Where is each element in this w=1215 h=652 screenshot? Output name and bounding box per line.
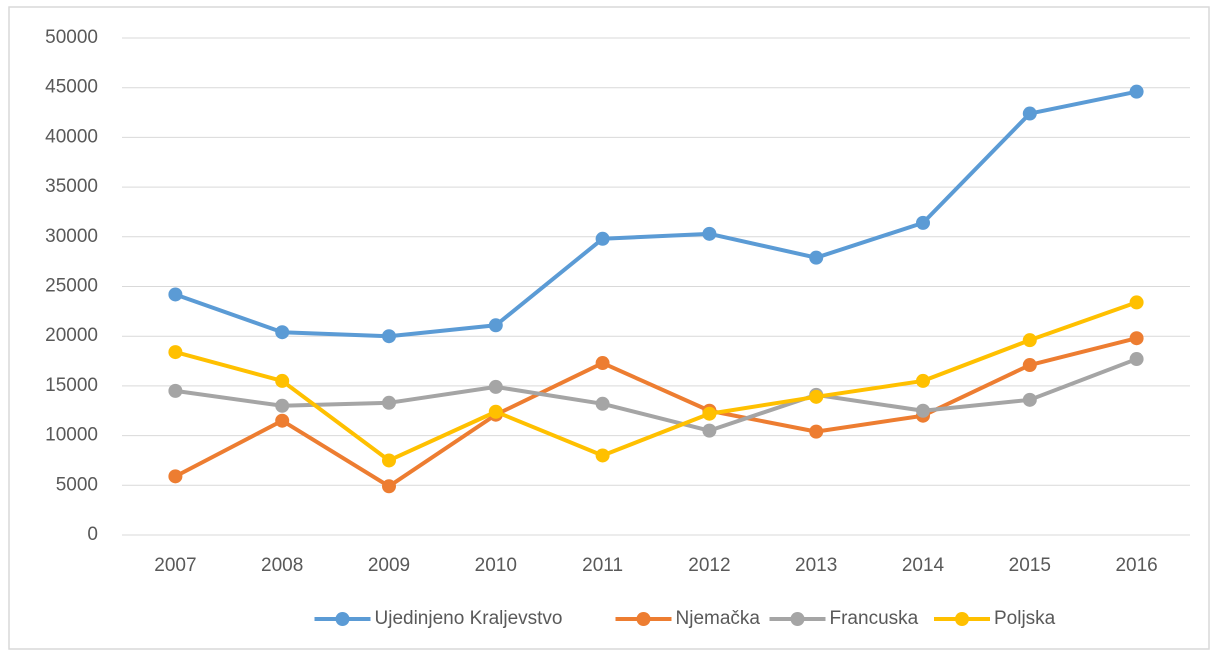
- data-point: [916, 215, 930, 230]
- data-point: [1129, 331, 1144, 346]
- data-point: [1129, 352, 1144, 367]
- y-tick-label: 30000: [45, 226, 98, 247]
- data-point: [382, 453, 396, 468]
- data-point: [809, 424, 824, 439]
- legend-marker: [955, 612, 969, 626]
- series-line: [174, 89, 1138, 339]
- data-point: [702, 226, 717, 241]
- data-point: [488, 404, 503, 419]
- data-point: [916, 403, 930, 418]
- data-point: [1129, 295, 1144, 310]
- data-point: [275, 413, 290, 428]
- data-point: [275, 373, 290, 388]
- data-point: [595, 448, 610, 463]
- legend-marker: [636, 612, 651, 626]
- data-point: [168, 469, 183, 484]
- x-tick-label: 2013: [795, 555, 837, 576]
- y-tick-label: 45000: [45, 77, 98, 98]
- data-point: [702, 423, 717, 438]
- data-point: [809, 389, 824, 404]
- legend-marker: [790, 612, 805, 626]
- y-tick-label: 5000: [56, 474, 98, 495]
- data-point: [488, 318, 503, 333]
- legend-label: Francuska: [830, 608, 919, 629]
- data-point: [488, 379, 503, 394]
- data-point: [1022, 333, 1037, 348]
- legend-label: Ujedinjeno Kraljevstvo: [375, 608, 563, 629]
- legend-label: Njemačka: [676, 608, 761, 629]
- legend-marker: [335, 612, 350, 626]
- x-tick-label: 2014: [902, 555, 945, 576]
- x-tick-label: 2016: [1115, 555, 1157, 576]
- data-point: [809, 250, 824, 265]
- series-line: [175, 357, 1138, 433]
- x-tick-label: 2008: [261, 555, 303, 576]
- y-tick-label: 50000: [45, 27, 98, 48]
- x-tick-label: 2007: [154, 555, 196, 576]
- data-point: [1022, 358, 1037, 373]
- x-tick-label: 2009: [368, 555, 410, 576]
- x-tick-label: 2011: [582, 555, 623, 576]
- data-point: [702, 406, 717, 421]
- data-point: [168, 383, 183, 398]
- series-line: [174, 336, 1138, 489]
- data-point: [382, 329, 396, 344]
- data-point: [168, 345, 183, 360]
- x-tick-label: 2015: [1009, 555, 1051, 576]
- data-point: [595, 356, 610, 371]
- data-point: [1022, 392, 1037, 407]
- data-point: [595, 396, 610, 411]
- legend-label: Poljska: [994, 608, 1056, 629]
- series-line: [174, 300, 1138, 463]
- y-tick-label: 10000: [45, 425, 98, 446]
- data-point: [275, 398, 290, 413]
- y-tick-label: 25000: [45, 276, 98, 297]
- y-tick-label: 20000: [45, 325, 98, 346]
- y-tick-label: 35000: [45, 176, 98, 197]
- data-point: [1022, 106, 1037, 121]
- y-tick-label: 40000: [45, 126, 98, 147]
- data-point: [382, 395, 396, 410]
- y-tick-label: 15000: [45, 375, 98, 396]
- data-point: [1129, 84, 1144, 99]
- data-point: [916, 373, 930, 388]
- chart-frame: [8, 6, 1210, 650]
- y-tick-label: 0: [87, 524, 98, 545]
- data-point: [168, 287, 183, 302]
- data-point: [382, 479, 396, 494]
- x-tick-label: 2010: [475, 555, 517, 576]
- data-point: [595, 231, 610, 246]
- data-point: [275, 325, 290, 340]
- x-tick-label: 2012: [688, 555, 730, 576]
